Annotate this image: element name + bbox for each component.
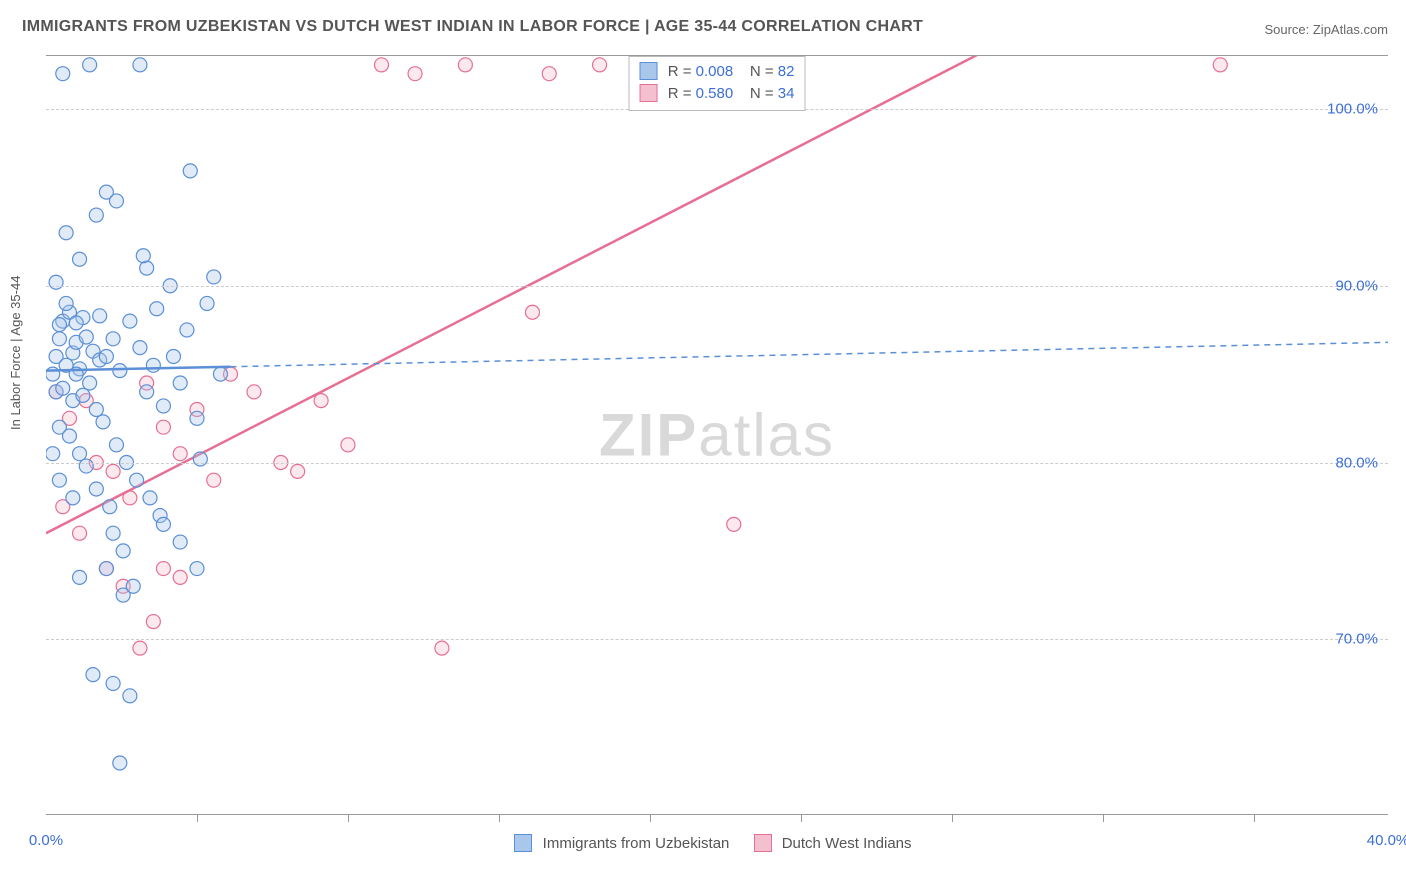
x-tick-mark (1254, 814, 1255, 822)
n-label: N = (750, 85, 774, 102)
x-tick-mark (197, 814, 198, 822)
plot-area: ZIPatlas R = 0.008 N = 82 R = 0.580 N = … (46, 55, 1388, 815)
x-tick-mark (1103, 814, 1104, 822)
correlation-legend: R = 0.008 N = 82 R = 0.580 N = 34 (629, 56, 806, 111)
x-tick-mark (348, 814, 349, 822)
r-value-pink: 0.580 (696, 85, 734, 102)
n-value-blue: 82 (778, 63, 795, 80)
n-label: N = (750, 63, 774, 80)
series-label-pink: Dutch West Indians (782, 835, 912, 852)
gridline (46, 639, 1388, 640)
swatch-pink (754, 834, 772, 852)
y-tick-label: 100.0% (1327, 101, 1378, 118)
x-tick-mark (952, 814, 953, 822)
series-label-blue: Immigrants from Uzbekistan (543, 835, 730, 852)
legend-row-pink: R = 0.580 N = 34 (640, 83, 795, 105)
swatch-blue (514, 834, 532, 852)
swatch-pink (640, 84, 658, 102)
chart-title: IMMIGRANTS FROM UZBEKISTAN VS DUTCH WEST… (22, 18, 923, 36)
series-legend: Immigrants from Uzbekistan Dutch West In… (0, 834, 1406, 852)
y-tick-label: 70.0% (1335, 631, 1378, 648)
legend-row-blue: R = 0.008 N = 82 (640, 61, 795, 83)
y-axis-label: In Labor Force | Age 35-44 (8, 276, 23, 430)
r-value-blue: 0.008 (696, 63, 734, 80)
r-label: R = (668, 85, 692, 102)
x-tick-mark (499, 814, 500, 822)
n-value-pink: 34 (778, 85, 795, 102)
source-attribution: Source: ZipAtlas.com (1264, 22, 1388, 37)
gridline (46, 286, 1388, 287)
r-label: R = (668, 63, 692, 80)
gridline (46, 463, 1388, 464)
x-tick-mark (650, 814, 651, 822)
y-tick-label: 80.0% (1335, 454, 1378, 471)
chart-svg (46, 56, 1388, 814)
swatch-blue (640, 62, 658, 80)
y-tick-label: 90.0% (1335, 277, 1378, 294)
x-tick-mark (801, 814, 802, 822)
